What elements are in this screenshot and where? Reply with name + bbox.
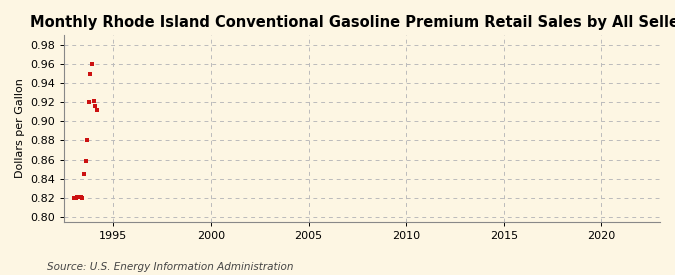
Point xyxy=(77,196,88,200)
Point xyxy=(74,195,84,199)
Point xyxy=(88,99,99,103)
Point xyxy=(84,100,95,104)
Point xyxy=(85,72,96,76)
Point xyxy=(90,104,101,108)
Title: Monthly Rhode Island Conventional Gasoline Premium Retail Sales by All Sellers: Monthly Rhode Island Conventional Gasoli… xyxy=(30,15,675,30)
Point xyxy=(72,195,83,199)
Point xyxy=(70,196,81,200)
Point xyxy=(80,158,91,163)
Point xyxy=(78,172,89,176)
Point xyxy=(82,138,92,143)
Point xyxy=(92,108,103,112)
Y-axis label: Dollars per Gallon: Dollars per Gallon xyxy=(15,79,25,178)
Point xyxy=(76,195,86,199)
Text: Source: U.S. Energy Information Administration: Source: U.S. Energy Information Administ… xyxy=(47,262,294,271)
Point xyxy=(86,62,97,66)
Point xyxy=(69,196,80,200)
